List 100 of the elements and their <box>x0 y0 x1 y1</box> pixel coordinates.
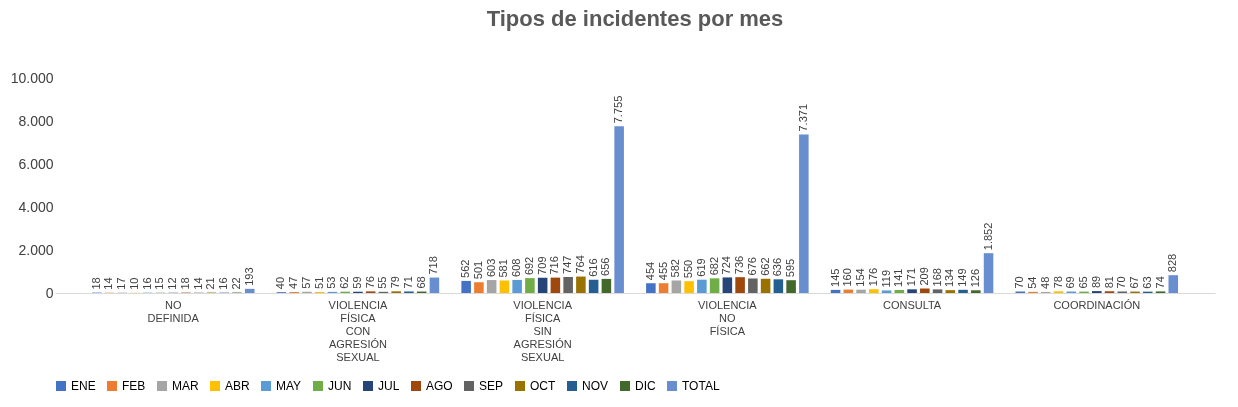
data-label: 89 <box>1089 275 1102 289</box>
y-tick-label: 2.000 <box>18 241 54 258</box>
legend-label: ABR <box>225 379 251 393</box>
data-label: 550 <box>682 259 695 279</box>
data-label: 736 <box>733 255 746 275</box>
bar <box>646 283 656 293</box>
x-tick-label: COORDINACIÓN <box>1053 298 1141 311</box>
bar <box>658 283 669 293</box>
data-label: 57 <box>299 276 312 289</box>
data-label: 716 <box>548 256 561 275</box>
bar <box>786 280 796 293</box>
data-label: 1.852 <box>981 222 994 251</box>
data-label: 595 <box>784 258 797 278</box>
x-tick-label: VIOLENCIA FÍSICA CON AGRESIÓN SEXUAL <box>328 298 388 363</box>
data-label: 10 <box>127 277 140 290</box>
data-label: 656 <box>599 257 612 276</box>
data-label: 134 <box>943 268 956 288</box>
bar <box>588 279 599 293</box>
bar <box>697 279 707 293</box>
legend-label: JUL <box>378 379 400 393</box>
data-label: 65 <box>1077 276 1090 289</box>
data-label: 160 <box>841 268 854 287</box>
y-tick-label: 8.000 <box>18 112 54 129</box>
data-label: 154 <box>854 268 867 287</box>
data-label: 70 <box>1013 276 1026 289</box>
legend-label: JUN <box>328 379 352 393</box>
data-label: 454 <box>643 261 656 281</box>
bar <box>830 289 841 293</box>
x-tick-label: VIOLENCIA NO FÍSICA <box>698 298 758 337</box>
data-label: 17 <box>115 277 128 290</box>
data-label: 81 <box>1102 276 1115 289</box>
data-label: 582 <box>669 259 682 278</box>
legend-label: ENE <box>71 379 96 393</box>
data-label: 18 <box>89 277 102 290</box>
data-label: 47 <box>287 276 300 289</box>
data-label: 724 <box>720 256 733 275</box>
data-label: 12 <box>166 277 179 290</box>
data-label: 828 <box>1166 253 1179 273</box>
data-label: 119 <box>879 269 892 288</box>
bar <box>671 280 682 293</box>
bar <box>1168 275 1179 293</box>
data-label: 67 <box>1128 276 1141 289</box>
legend-label: MAR <box>172 379 199 393</box>
bar <box>773 279 784 293</box>
bar <box>576 276 586 293</box>
x-tick-label: NO DEFINIDA <box>147 298 200 324</box>
data-label: 562 <box>459 259 472 278</box>
data-label: 145 <box>828 268 841 287</box>
bar <box>932 289 943 293</box>
bar <box>958 289 968 293</box>
data-label: 619 <box>694 258 707 277</box>
data-label: 501 <box>471 260 484 280</box>
data-label: 15 <box>153 277 166 290</box>
bar <box>499 280 510 293</box>
data-label: 21 <box>204 277 217 290</box>
bar <box>881 290 892 293</box>
legend-label: FEB <box>122 379 146 393</box>
data-label: 48 <box>1038 276 1051 289</box>
bar <box>760 278 771 293</box>
bar <box>550 277 561 293</box>
bar <box>429 277 440 293</box>
bar <box>894 289 905 293</box>
y-tick-label: 0 <box>45 284 54 301</box>
legend-label: MAY <box>276 379 302 393</box>
data-label: 168 <box>930 268 943 287</box>
data-label: 709 <box>535 256 548 275</box>
bar <box>748 278 758 293</box>
bar <box>869 289 879 293</box>
y-tick-label: 10.000 <box>10 69 54 86</box>
data-label: 171 <box>905 267 918 287</box>
y-tick-label: 4.000 <box>18 198 54 215</box>
data-label: 126 <box>968 268 981 288</box>
legend-label: TOTAL <box>682 379 720 393</box>
bar <box>461 280 471 293</box>
data-label: 14 <box>191 277 204 290</box>
bar <box>244 288 255 293</box>
x-tick-label: VIOLENCIA FÍSICA SIN AGRESIÓN SEXUAL <box>513 298 573 363</box>
data-label: 70 <box>1115 276 1128 289</box>
bar <box>983 253 994 293</box>
data-label: 7.755 <box>612 95 625 124</box>
data-label: 53 <box>325 276 338 289</box>
bar <box>799 134 809 293</box>
legend-label: AGO <box>426 379 453 393</box>
bar <box>945 290 956 293</box>
data-label: 747 <box>561 255 574 274</box>
bar <box>614 126 624 293</box>
data-label: 62 <box>338 276 351 289</box>
data-label: 76 <box>363 276 376 289</box>
data-label: 74 <box>1153 276 1166 289</box>
data-label: 79 <box>389 276 402 289</box>
data-label: 55 <box>376 276 389 289</box>
data-label: 16 <box>140 277 153 290</box>
data-label: 692 <box>522 256 535 276</box>
data-label: 209 <box>917 267 930 286</box>
bar <box>735 277 745 293</box>
bar <box>537 277 548 293</box>
bar <box>486 280 497 293</box>
data-label: 78 <box>1051 276 1064 289</box>
legend-label: DIC <box>635 379 656 393</box>
data-label: 54 <box>1026 276 1039 289</box>
